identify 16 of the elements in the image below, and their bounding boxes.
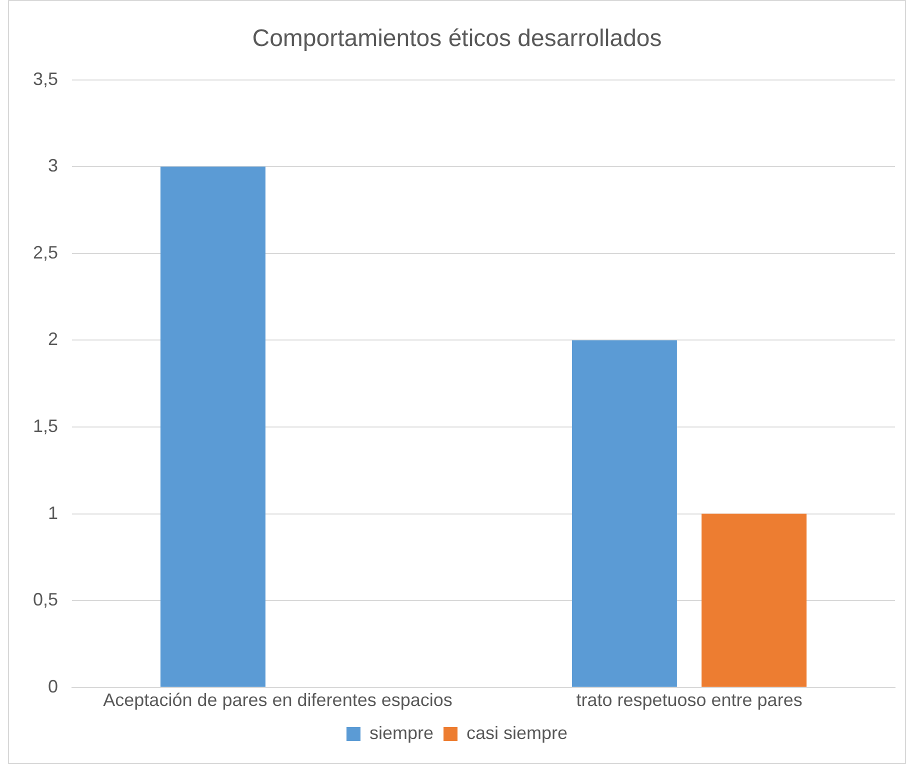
x-tick-label: Aceptación de pares en diferentes espacios (103, 690, 452, 710)
y-tick-label: 0 (48, 676, 58, 696)
x-tick-label: trato respetuoso entre pares (576, 690, 802, 710)
chart-title: Comportamientos éticos desarrollados (252, 25, 662, 52)
bar (160, 166, 266, 687)
y-tick-label: 0,5 (32, 590, 58, 610)
y-tick-label: 2,5 (32, 242, 58, 262)
y-tick-label: 1,5 (32, 416, 58, 436)
legend-label: casi siempre (466, 722, 568, 743)
bar (572, 340, 677, 687)
y-tick-label: 2 (48, 329, 58, 350)
bar (702, 514, 807, 687)
y-tick-label: 3,5 (32, 68, 58, 89)
y-tick-label: 3 (48, 156, 58, 176)
y-tick-label: 1 (48, 502, 58, 523)
legend-label: siempre (369, 722, 434, 743)
